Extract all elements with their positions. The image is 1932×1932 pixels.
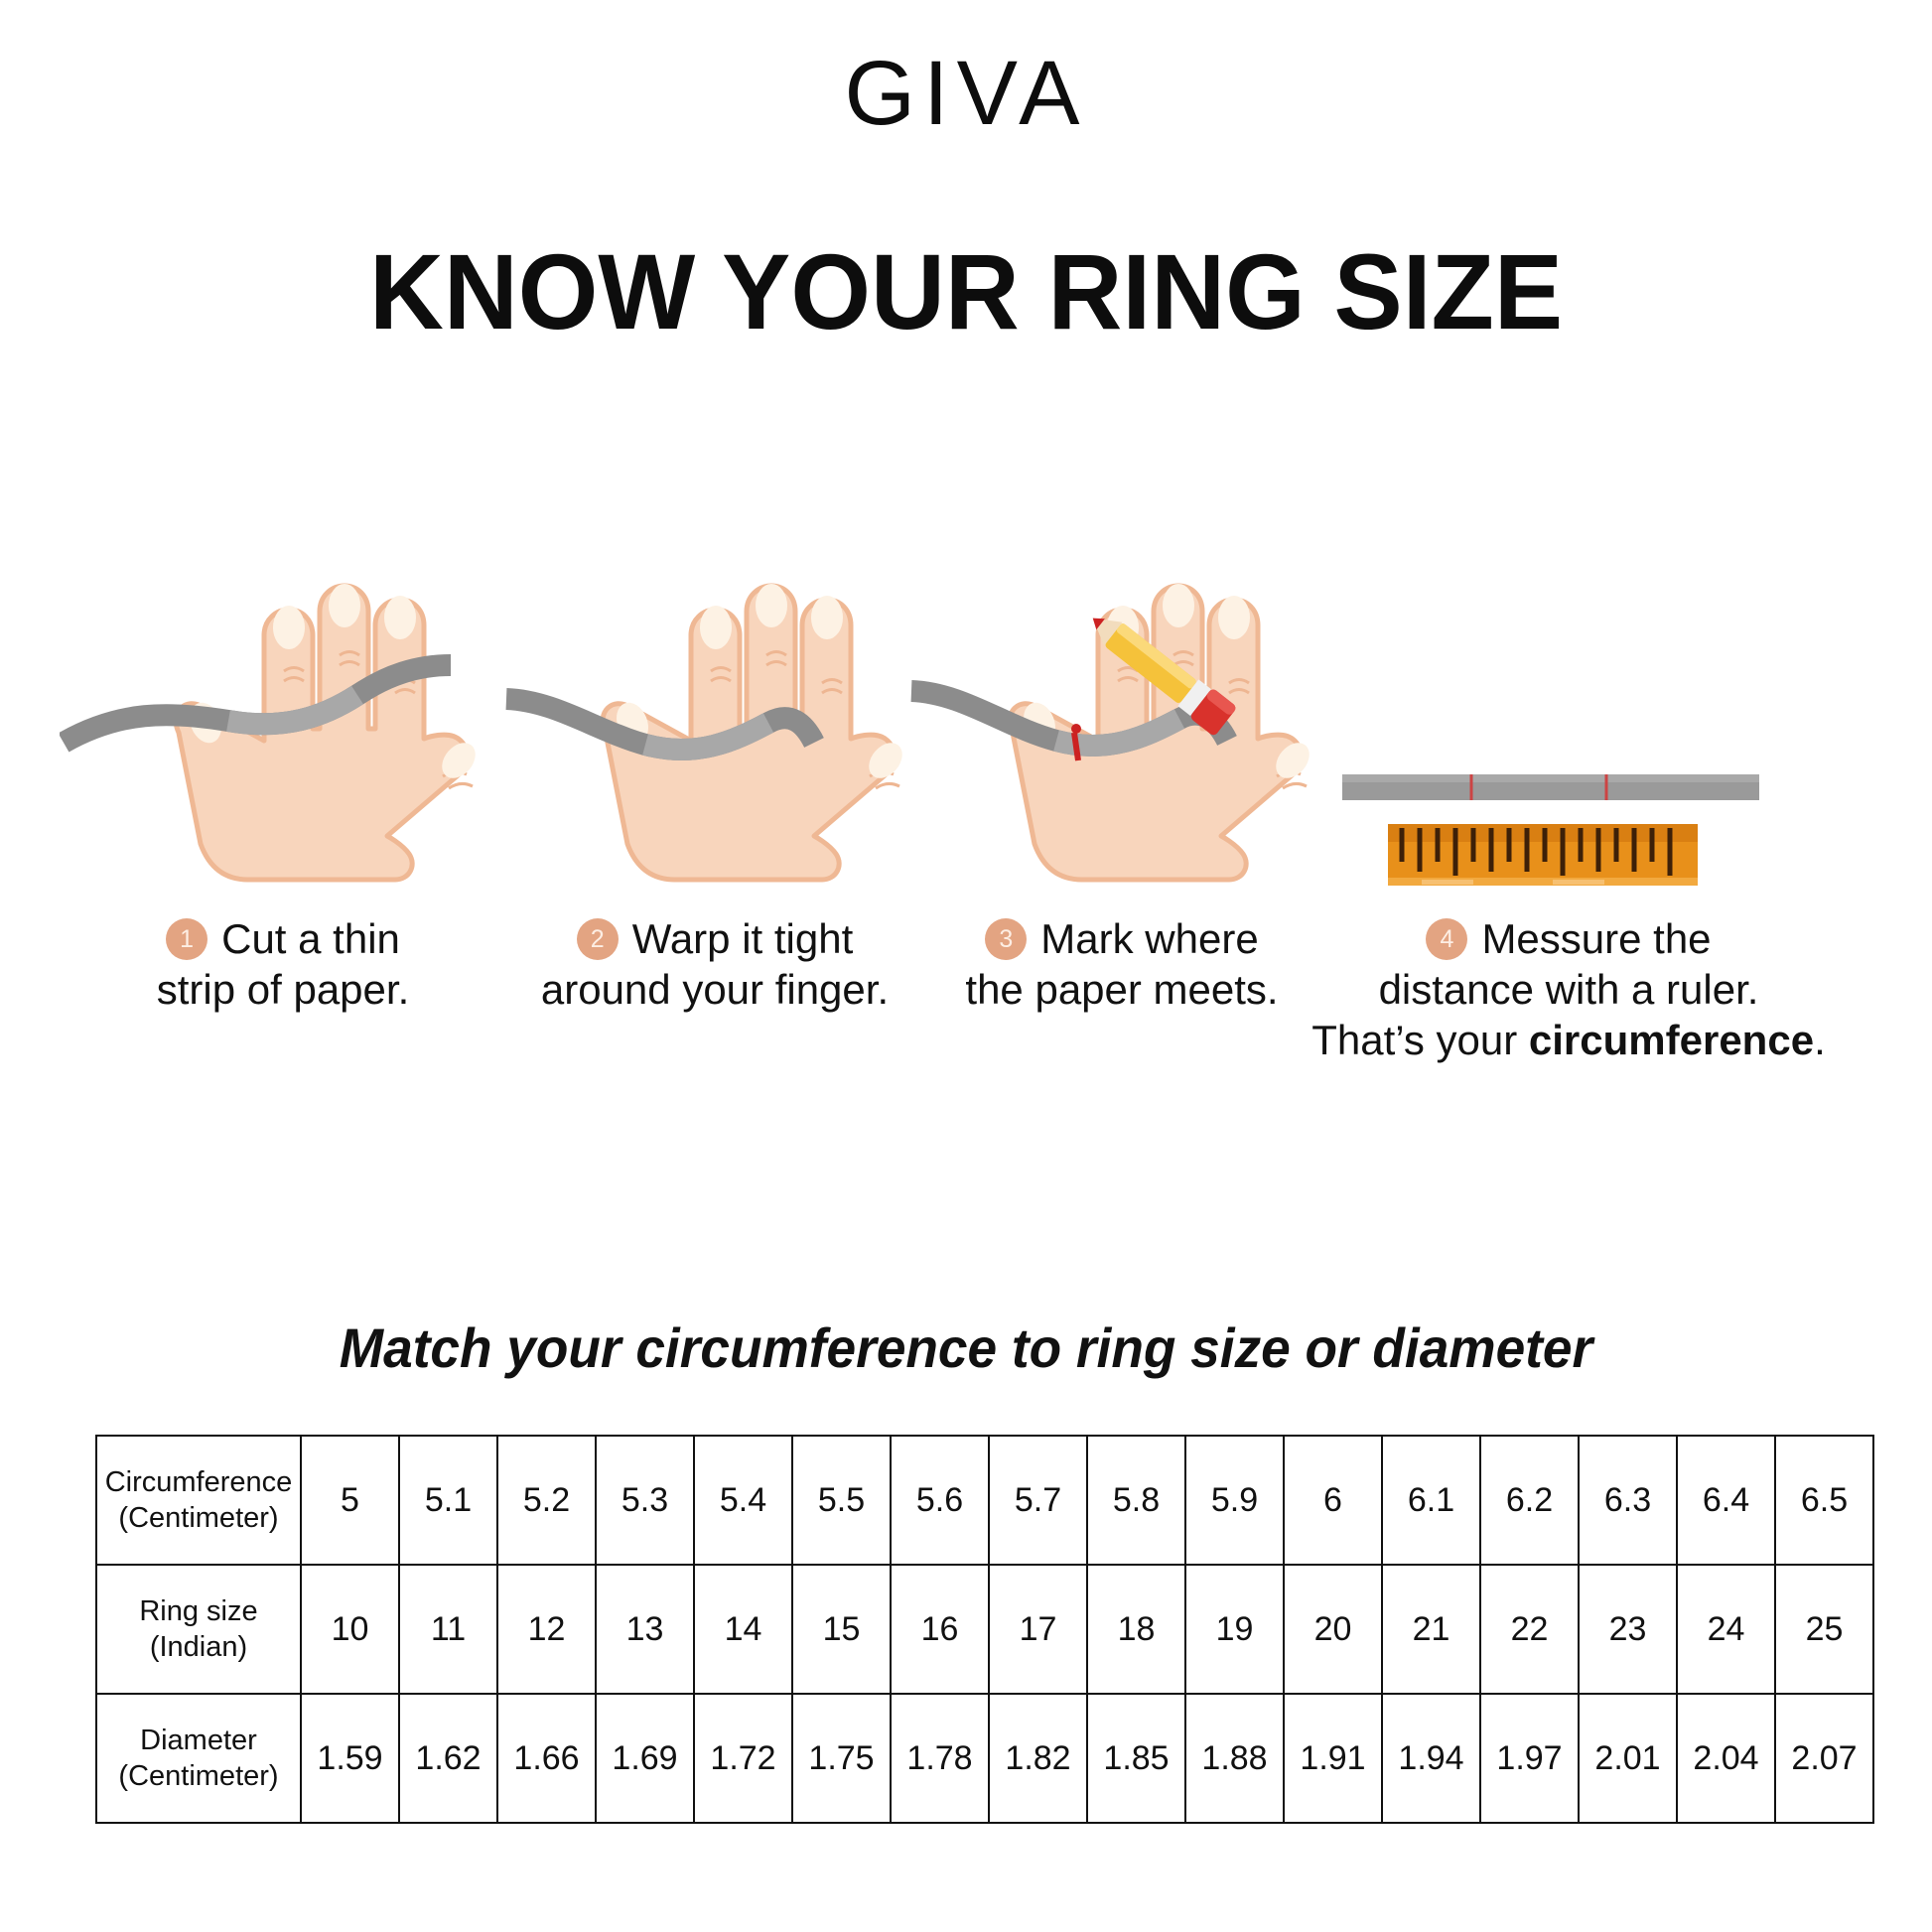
step-4-number: 4 — [1426, 917, 1468, 960]
match-subtitle: Match your circumference to ring size or… — [339, 1316, 1593, 1379]
cell-ringsize-14: 24 — [1676, 1564, 1776, 1695]
cell-ringsize-7: 17 — [988, 1564, 1088, 1695]
step-2: 2 Warp it tight around your finger. — [486, 516, 933, 1033]
hand-wrapping-strip-icon — [486, 516, 933, 913]
page-title: KNOW YOUR RING SIZE — [368, 231, 1563, 351]
cell-diameter-3: 1.69 — [595, 1693, 695, 1824]
size-chart-body: Circumference (Centimeter) 5 5.1 5.2 5.3… — [95, 1435, 1874, 1824]
cell-ringsize-15: 25 — [1774, 1564, 1874, 1695]
cell-diameter-6: 1.78 — [890, 1693, 990, 1824]
cell-ringsize-4: 14 — [693, 1564, 793, 1695]
cell-circumference-12: 6.2 — [1479, 1435, 1580, 1566]
step-3-caption: 3 Mark where the paper meets. — [874, 913, 1370, 1015]
cell-ringsize-8: 18 — [1086, 1564, 1186, 1695]
steps-row: 1 Cut a thin strip of paper. — [0, 516, 1932, 1063]
cell-ringsize-2: 12 — [496, 1564, 597, 1695]
step-1: 1 Cut a thin strip of paper. — [60, 516, 506, 1033]
cell-diameter-14: 2.04 — [1676, 1693, 1776, 1824]
cell-circumference-1: 5.1 — [398, 1435, 498, 1566]
row-header-line-2: (Centimeter) — [118, 1760, 279, 1792]
cell-diameter-2: 1.66 — [496, 1693, 597, 1824]
cell-diameter-4: 1.72 — [693, 1693, 793, 1824]
cell-circumference-0: 5 — [300, 1435, 400, 1566]
cell-circumference-11: 6.1 — [1381, 1435, 1481, 1566]
step-2-caption: 2 Warp it tight around your finger. — [457, 913, 973, 1015]
cell-ringsize-0: 10 — [300, 1564, 400, 1695]
cell-diameter-5: 1.75 — [791, 1693, 892, 1824]
row-header-line-1: Ring size — [139, 1594, 258, 1627]
step-4: 4 Messure the distance with a ruler. That… — [1311, 516, 1826, 1063]
cell-diameter-10: 1.91 — [1283, 1693, 1383, 1824]
cell-ringsize-11: 21 — [1381, 1564, 1481, 1695]
cell-diameter-12: 1.97 — [1479, 1693, 1580, 1824]
row-header-line-1: Diameter — [140, 1724, 257, 1756]
cell-circumference-7: 5.7 — [988, 1435, 1088, 1566]
cell-ringsize-13: 23 — [1578, 1564, 1678, 1695]
cell-circumference-15: 6.5 — [1774, 1435, 1874, 1566]
cell-circumference-8: 5.8 — [1086, 1435, 1186, 1566]
step-2-number: 2 — [576, 917, 619, 960]
step-1-caption: 1 Cut a thin strip of paper. — [60, 913, 506, 1015]
hand-with-paper-strip-icon — [60, 516, 506, 913]
step-4-line-3: That’s your circumference. — [1291, 1015, 1847, 1065]
step-4-line-1: Messure the — [1481, 915, 1712, 962]
cell-circumference-10: 6 — [1283, 1435, 1383, 1566]
row-header-line-2: (Centimeter) — [118, 1502, 279, 1534]
step-1-number: 1 — [166, 917, 208, 960]
step-4-line-3-post: . — [1814, 1017, 1826, 1064]
step-1-line-2: strip of paper. — [156, 966, 410, 1014]
step-4-line-3-emphasis: circumference — [1528, 1017, 1815, 1064]
brand-logo: GIVA — [844, 43, 1088, 144]
cell-circumference-6: 5.6 — [890, 1435, 990, 1566]
size-chart-table: Circumference (Centimeter) 5 5.1 5.2 5.3… — [95, 1435, 1874, 1824]
cell-circumference-5: 5.5 — [791, 1435, 892, 1566]
step-2-line-2: around your finger. — [540, 966, 890, 1014]
cell-ringsize-1: 11 — [398, 1564, 498, 1695]
row-header-circumference: Circumference (Centimeter) — [95, 1435, 302, 1566]
cell-circumference-13: 6.3 — [1578, 1435, 1678, 1566]
step-1-line-1: Cut a thin — [221, 915, 400, 962]
cell-ringsize-5: 15 — [791, 1564, 892, 1695]
step-4-caption: 4 Messure the distance with a ruler. That… — [1291, 913, 1847, 1066]
table-row: Ring size (Indian) 10 11 12 13 14 15 16 … — [95, 1564, 1874, 1695]
hand-with-pencil-mark-icon — [894, 516, 1340, 913]
cell-diameter-8: 1.85 — [1086, 1693, 1186, 1824]
cell-ringsize-12: 22 — [1479, 1564, 1580, 1695]
ruler-and-strip-icon — [1330, 516, 1777, 913]
step-4-line-3-pre: That’s your — [1311, 1017, 1529, 1064]
row-header-diameter: Diameter (Centimeter) — [95, 1693, 302, 1824]
cell-ringsize-3: 13 — [595, 1564, 695, 1695]
table-row: Circumference (Centimeter) 5 5.1 5.2 5.3… — [95, 1435, 1874, 1566]
step-3: 3 Mark where the paper meets. — [894, 516, 1340, 1033]
step-3-line-2: the paper meets. — [965, 966, 1279, 1014]
cell-diameter-15: 2.07 — [1774, 1693, 1874, 1824]
step-2-line-1: Warp it tight — [631, 915, 854, 962]
cell-diameter-0: 1.59 — [300, 1693, 400, 1824]
cell-diameter-7: 1.82 — [988, 1693, 1088, 1824]
step-3-number: 3 — [985, 917, 1028, 960]
cell-diameter-13: 2.01 — [1578, 1693, 1678, 1824]
cell-circumference-14: 6.4 — [1676, 1435, 1776, 1566]
step-4-line-2: distance with a ruler. — [1378, 966, 1759, 1014]
cell-ringsize-6: 16 — [890, 1564, 990, 1695]
cell-diameter-9: 1.88 — [1184, 1693, 1285, 1824]
cell-diameter-1: 1.62 — [398, 1693, 498, 1824]
row-header-line-2: (Indian) — [149, 1631, 248, 1663]
cell-circumference-2: 5.2 — [496, 1435, 597, 1566]
cell-ringsize-10: 20 — [1283, 1564, 1383, 1695]
size-chart-table-wrapper: Circumference (Centimeter) 5 5.1 5.2 5.3… — [95, 1435, 1874, 1824]
table-row: Diameter (Centimeter) 1.59 1.62 1.66 1.6… — [95, 1693, 1874, 1824]
cell-circumference-4: 5.4 — [693, 1435, 793, 1566]
cell-ringsize-9: 19 — [1184, 1564, 1285, 1695]
row-header-ring-size: Ring size (Indian) — [95, 1564, 302, 1695]
cell-diameter-11: 1.94 — [1381, 1693, 1481, 1824]
cell-circumference-3: 5.3 — [595, 1435, 695, 1566]
step-3-line-1: Mark where — [1040, 915, 1259, 962]
row-header-line-1: Circumference — [104, 1465, 293, 1498]
cell-circumference-9: 5.9 — [1184, 1435, 1285, 1566]
